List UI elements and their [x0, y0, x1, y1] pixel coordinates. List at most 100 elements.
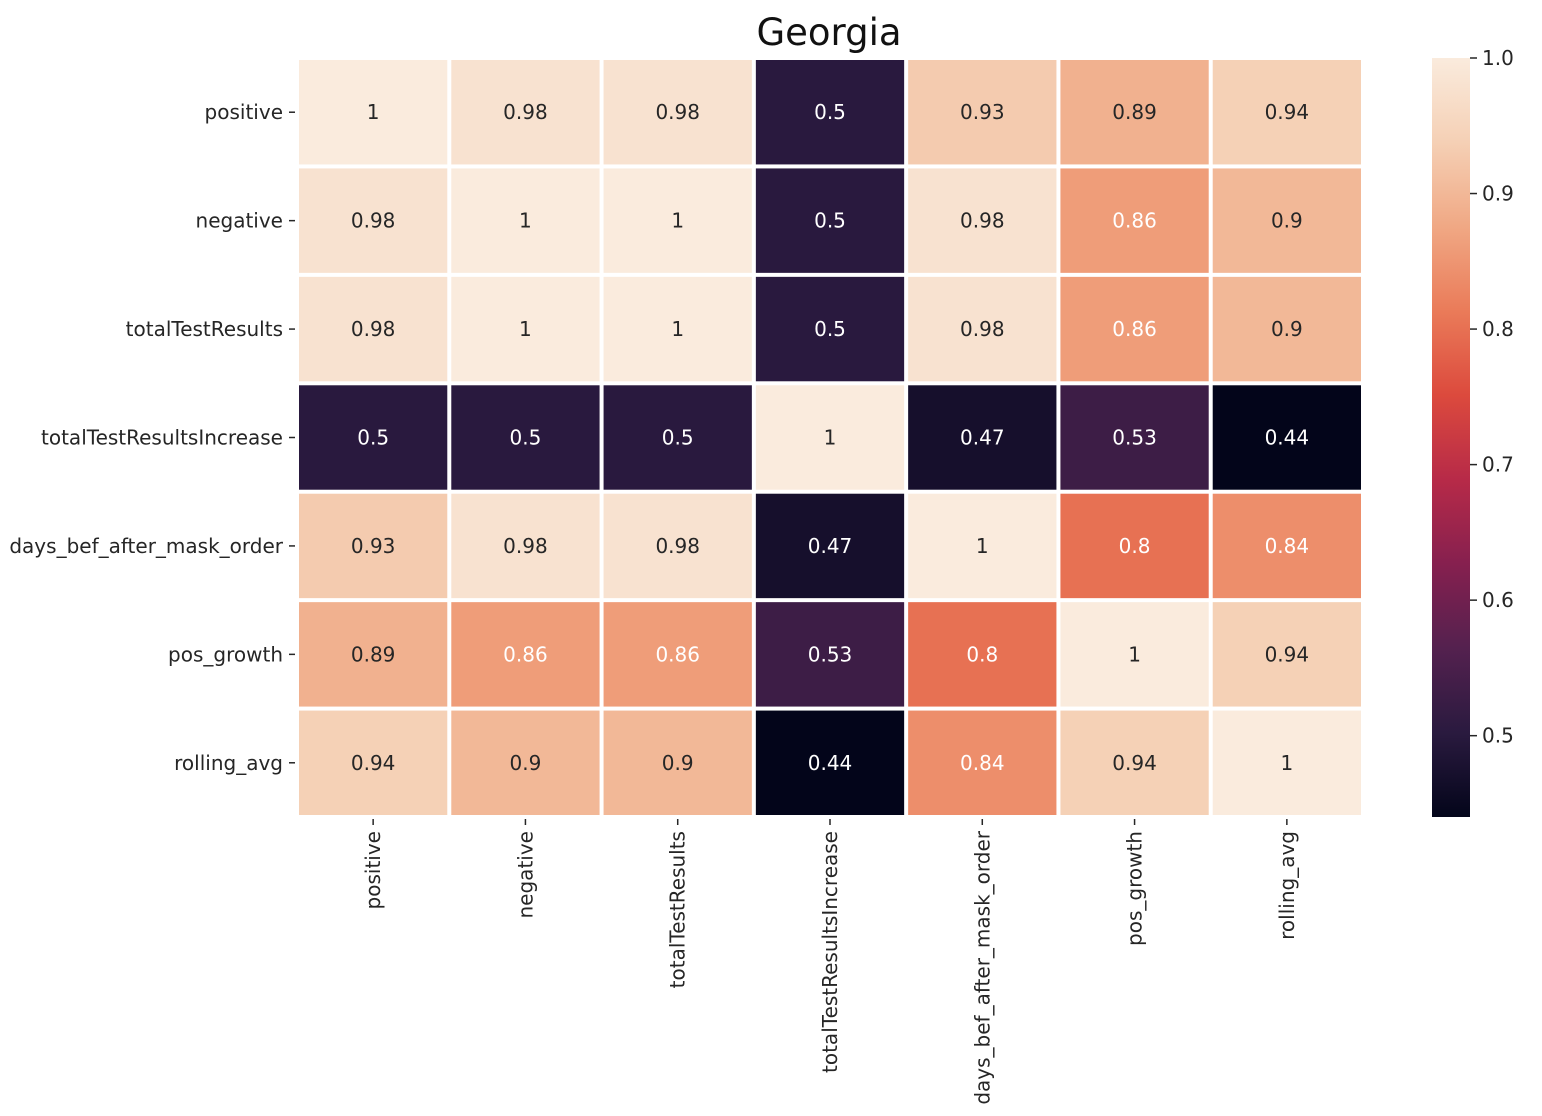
cell-value-label: 0.5 [814, 209, 846, 233]
cell-value-label: 1 [671, 317, 684, 341]
heatmap-cell [1060, 168, 1209, 273]
y-tick-label: positive [205, 100, 283, 124]
cell-value-label: 1 [1280, 751, 1293, 775]
heatmap-cell [603, 385, 752, 490]
cell-value-label: 0.86 [655, 642, 700, 666]
cell-value-label: 0.5 [510, 426, 542, 450]
heatmap-cells: 1 0.98 0.98 0.5 0.93 0.89 0.94 0.98 1 1 0.5 0.98 0.8… [299, 60, 1361, 815]
cell-value-label: 0.86 [1112, 209, 1157, 233]
cell-value-label: 1 [976, 534, 989, 558]
y-tick-label: pos_growth [168, 642, 283, 666]
heatmap-cell [299, 385, 448, 490]
x-tick-label: days_bef_after_mask_order [970, 830, 994, 1104]
cell-value-label: 1 [1128, 642, 1141, 666]
heatmap-cell [755, 168, 905, 273]
colorbar-tick-label: 0.8 [1482, 317, 1514, 341]
cell-value-label: 0.93 [351, 534, 396, 558]
cell-value-label: 1 [824, 426, 837, 450]
heatmap-cell [908, 602, 1057, 707]
heatmap-cell [451, 168, 600, 273]
heatmap-cell [1212, 276, 1361, 382]
cell-value-label: 0.8 [966, 642, 998, 666]
heatmap-cell [1212, 602, 1361, 707]
heatmap-cell [451, 60, 600, 165]
cell-value-label: 0.98 [351, 317, 396, 341]
heatmap-cell [908, 60, 1057, 165]
cell-value-label: 0.84 [1265, 534, 1310, 558]
y-tick-label: totalTestResultsIncrease [41, 426, 283, 450]
cell-value-label: 0.98 [655, 100, 700, 124]
heatmap-cell [908, 168, 1057, 273]
colorbar-tick-label: 0.6 [1482, 588, 1514, 612]
x-tick-label: rolling_avg [1275, 831, 1299, 940]
x-axis-labels: positive negative totalTestResults totalTes… [361, 819, 1299, 1105]
heatmap-cell [755, 602, 905, 707]
heatmap-cell [603, 60, 752, 165]
cell-value-label: 0.94 [1265, 642, 1310, 666]
cell-value-label: 0.8 [1119, 534, 1151, 558]
cell-value-label: 0.98 [960, 209, 1005, 233]
heatmap-cell [908, 385, 1057, 490]
y-axis-labels: positive negative totalTestResults totalTes… [9, 100, 295, 775]
heatmap-cell [1212, 710, 1361, 815]
heatmap-cell [603, 710, 752, 815]
heatmap-cell [451, 276, 600, 382]
heatmap-cell [603, 168, 752, 273]
heatmap-cell [755, 60, 905, 165]
cell-value-label: 0.98 [655, 534, 700, 558]
heatmap-cell [1212, 385, 1361, 490]
y-tick-label: rolling_avg [174, 751, 283, 775]
heatmap-cell [1212, 493, 1361, 599]
y-tick-label: days_bef_after_mask_order [9, 534, 283, 558]
heatmap-cell [451, 602, 600, 707]
cell-value-label: 0.5 [814, 317, 846, 341]
cell-value-label: 0.53 [1112, 426, 1157, 450]
heatmap-cell [1060, 385, 1209, 490]
cell-value-label: 0.98 [351, 209, 396, 233]
heatmap-cell [451, 710, 600, 815]
cell-value-label: 0.9 [1271, 209, 1303, 233]
x-tick-label: totalTestResults [666, 831, 690, 988]
cell-value-label: 0.53 [808, 642, 853, 666]
heatmap-cell [1060, 493, 1209, 599]
heatmap-cell [451, 493, 600, 599]
cell-value-label: 0.94 [351, 751, 396, 775]
colorbar-tick-label: 1.0 [1482, 46, 1514, 70]
chart-title: Georgia [756, 11, 901, 54]
heatmap-cell [299, 60, 448, 165]
cell-value-label: 0.89 [1112, 100, 1157, 124]
heatmap-cell [1212, 168, 1361, 273]
colorbar-tick-label: 0.5 [1482, 724, 1514, 748]
heatmap-cell [603, 602, 752, 707]
heatmap-cell [908, 710, 1057, 815]
heatmap-cell [908, 493, 1057, 599]
heatmap-cell [299, 276, 448, 382]
colorbar: 0.5 0.6 0.7 0.8 0.9 1.0 [1432, 46, 1514, 817]
cell-value-label: 0.5 [814, 100, 846, 124]
cell-value-label: 0.86 [503, 642, 548, 666]
x-tick-label: pos_growth [1123, 831, 1147, 946]
heatmap-cell [1060, 60, 1209, 165]
cell-value-label: 0.5 [357, 426, 389, 450]
cell-value-label: 0.44 [1265, 426, 1310, 450]
x-tick-label: positive [361, 831, 385, 909]
y-tick-label: totalTestResults [126, 317, 283, 341]
cell-value-label: 0.9 [510, 751, 542, 775]
colorbar-tick-label: 0.7 [1482, 453, 1514, 477]
cell-value-label: 0.84 [960, 751, 1005, 775]
heatmap-cell [451, 385, 600, 490]
cell-value-label: 0.86 [1112, 317, 1157, 341]
heatmap-cell [1060, 276, 1209, 382]
cell-value-label: 1 [519, 209, 532, 233]
cell-value-label: 0.47 [808, 534, 853, 558]
colorbar-tick-label: 0.9 [1482, 182, 1514, 206]
cell-value-label: 0.9 [1271, 317, 1303, 341]
heatmap-cell [299, 493, 448, 599]
colorbar-gradient [1432, 58, 1470, 817]
cell-value-label: 0.98 [503, 100, 548, 124]
x-tick-label: negative [513, 831, 537, 918]
cell-value-label: 1 [519, 317, 532, 341]
heatmap-cell [755, 385, 905, 490]
cell-value-label: 0.93 [960, 100, 1005, 124]
